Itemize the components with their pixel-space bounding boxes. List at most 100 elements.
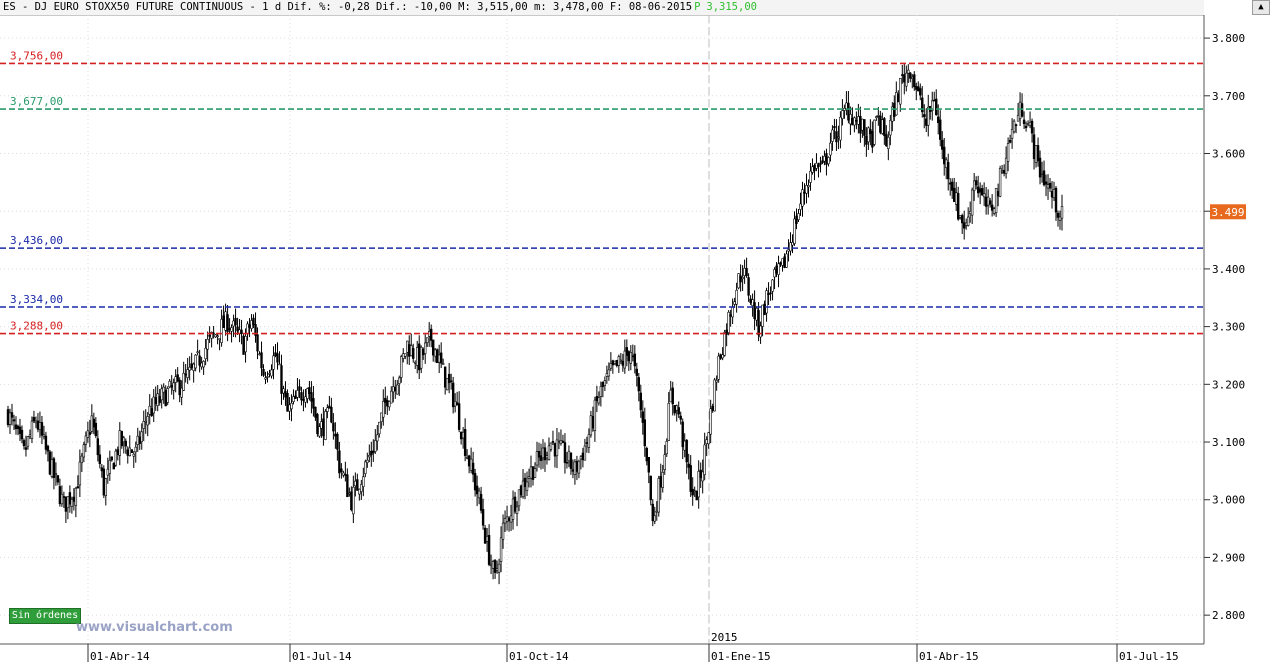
- candle-body: [775, 265, 778, 274]
- candle-body: [921, 97, 924, 113]
- time-tick-label: 01-Jul-15: [1119, 650, 1179, 663]
- time-axis: [0, 644, 1204, 665]
- level-label: 3,288,00: [10, 320, 63, 333]
- candle-body: [986, 196, 990, 206]
- candle-body: [86, 430, 90, 438]
- candle-body: [22, 440, 26, 447]
- candle-body: [601, 381, 605, 387]
- candle-body: [919, 88, 922, 96]
- candle-body: [10, 412, 14, 418]
- time-axis-ticks: 01-Abr-14 01-Jul-14 01-Oct-14 01-Ene-15 01-A…: [87, 644, 1179, 663]
- candle-body: [461, 431, 465, 439]
- candle-body: [665, 441, 668, 455]
- candle-body: [669, 389, 672, 403]
- current-price-label: 3.499: [1211, 206, 1244, 219]
- candle-body: [611, 360, 615, 366]
- level-label: 3,677,00: [10, 95, 63, 108]
- candle-body: [463, 429, 467, 456]
- candle-body: [6, 409, 10, 426]
- candle-body: [148, 405, 151, 415]
- candle-body: [449, 380, 453, 383]
- candle-body: [661, 471, 664, 488]
- candle-body: [917, 86, 920, 92]
- candle-body: [42, 434, 46, 437]
- candle-body: [70, 499, 74, 507]
- candle-body: [829, 142, 832, 156]
- candle-body: [956, 193, 960, 220]
- candle-body: [857, 116, 860, 125]
- candle-body: [451, 382, 455, 408]
- candle-body: [52, 458, 56, 478]
- candle-body: [827, 157, 830, 165]
- candle-body: [923, 114, 926, 118]
- candle-body: [976, 186, 980, 194]
- candle-body: [14, 424, 18, 430]
- chevron-up-icon[interactable]: ▲: [1252, 0, 1270, 15]
- price-tick-label: 3.300: [1212, 321, 1245, 334]
- candle-body: [122, 437, 125, 443]
- candle-body: [90, 415, 94, 432]
- candle-body: [491, 561, 495, 569]
- candle-body: [422, 348, 425, 356]
- candle-body: [881, 119, 884, 134]
- candle-body: [1006, 143, 1010, 162]
- candle-body: [230, 327, 233, 332]
- candle-body: [130, 449, 133, 453]
- candle-body: [186, 369, 189, 378]
- candle-body: [745, 268, 748, 277]
- candle-body: [465, 456, 469, 459]
- candle-body: [236, 326, 239, 332]
- candle-body: [964, 222, 968, 226]
- candle-body: [497, 563, 501, 573]
- candle-body: [501, 522, 505, 540]
- candle-body: [537, 451, 541, 458]
- candle-body: [394, 386, 397, 392]
- candle-body: [372, 450, 375, 454]
- candle-body: [82, 444, 86, 458]
- candle-body: [825, 153, 828, 165]
- candle-body: [58, 486, 62, 505]
- candle-body: [645, 447, 648, 462]
- sin-ordenes-button[interactable]: Sin órdenes: [9, 608, 81, 624]
- candle-body: [328, 405, 331, 409]
- candle-body: [54, 473, 58, 475]
- candle-body: [996, 191, 1000, 197]
- candle-body: [192, 363, 195, 371]
- candle-body: [378, 421, 381, 435]
- candle-body: [673, 405, 676, 414]
- candle-body: [649, 475, 652, 501]
- candle-body: [958, 215, 962, 218]
- candle-body: [254, 324, 257, 336]
- candle-body: [553, 443, 557, 457]
- candle-body: [623, 350, 627, 369]
- candle-body: [300, 392, 303, 401]
- candle-body: [412, 348, 415, 359]
- candle-body: [8, 412, 12, 425]
- candle-body: [1050, 191, 1054, 198]
- candle-body: [635, 368, 639, 376]
- candle-body: [583, 445, 587, 461]
- time-tick-label: 01-Abr-15: [919, 650, 979, 663]
- candle-body: [348, 492, 351, 495]
- candle-body: [795, 215, 798, 224]
- candle-body: [306, 388, 309, 399]
- candle-body: [128, 447, 131, 456]
- candle-body: [499, 537, 503, 562]
- candle-body: [459, 431, 463, 440]
- candle-body: [398, 377, 401, 384]
- candle-body: [699, 469, 702, 478]
- candle-body: [420, 346, 423, 369]
- candle-body: [815, 162, 818, 169]
- candle-body: [132, 453, 135, 457]
- candle-body: [244, 336, 247, 353]
- candle-body: [1018, 101, 1022, 120]
- candle-body: [455, 402, 459, 406]
- candle-body: [146, 416, 149, 426]
- candle-body: [112, 463, 115, 470]
- candle-body: [988, 200, 992, 205]
- candle-body: [268, 373, 271, 375]
- candle-body: [651, 503, 654, 522]
- candle-body: [202, 361, 205, 368]
- candle-body: [316, 414, 319, 434]
